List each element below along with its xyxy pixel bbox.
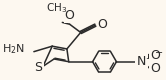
Text: O: O [150,49,160,62]
Text: S: S [35,61,42,74]
Text: −: − [155,48,163,58]
Text: O: O [97,18,107,31]
Text: O: O [65,9,75,22]
Text: O: O [150,62,160,75]
Text: CH$_3$: CH$_3$ [46,1,67,15]
Text: N: N [137,55,146,68]
Text: H$_2$N: H$_2$N [2,42,25,56]
Text: +: + [145,54,152,63]
